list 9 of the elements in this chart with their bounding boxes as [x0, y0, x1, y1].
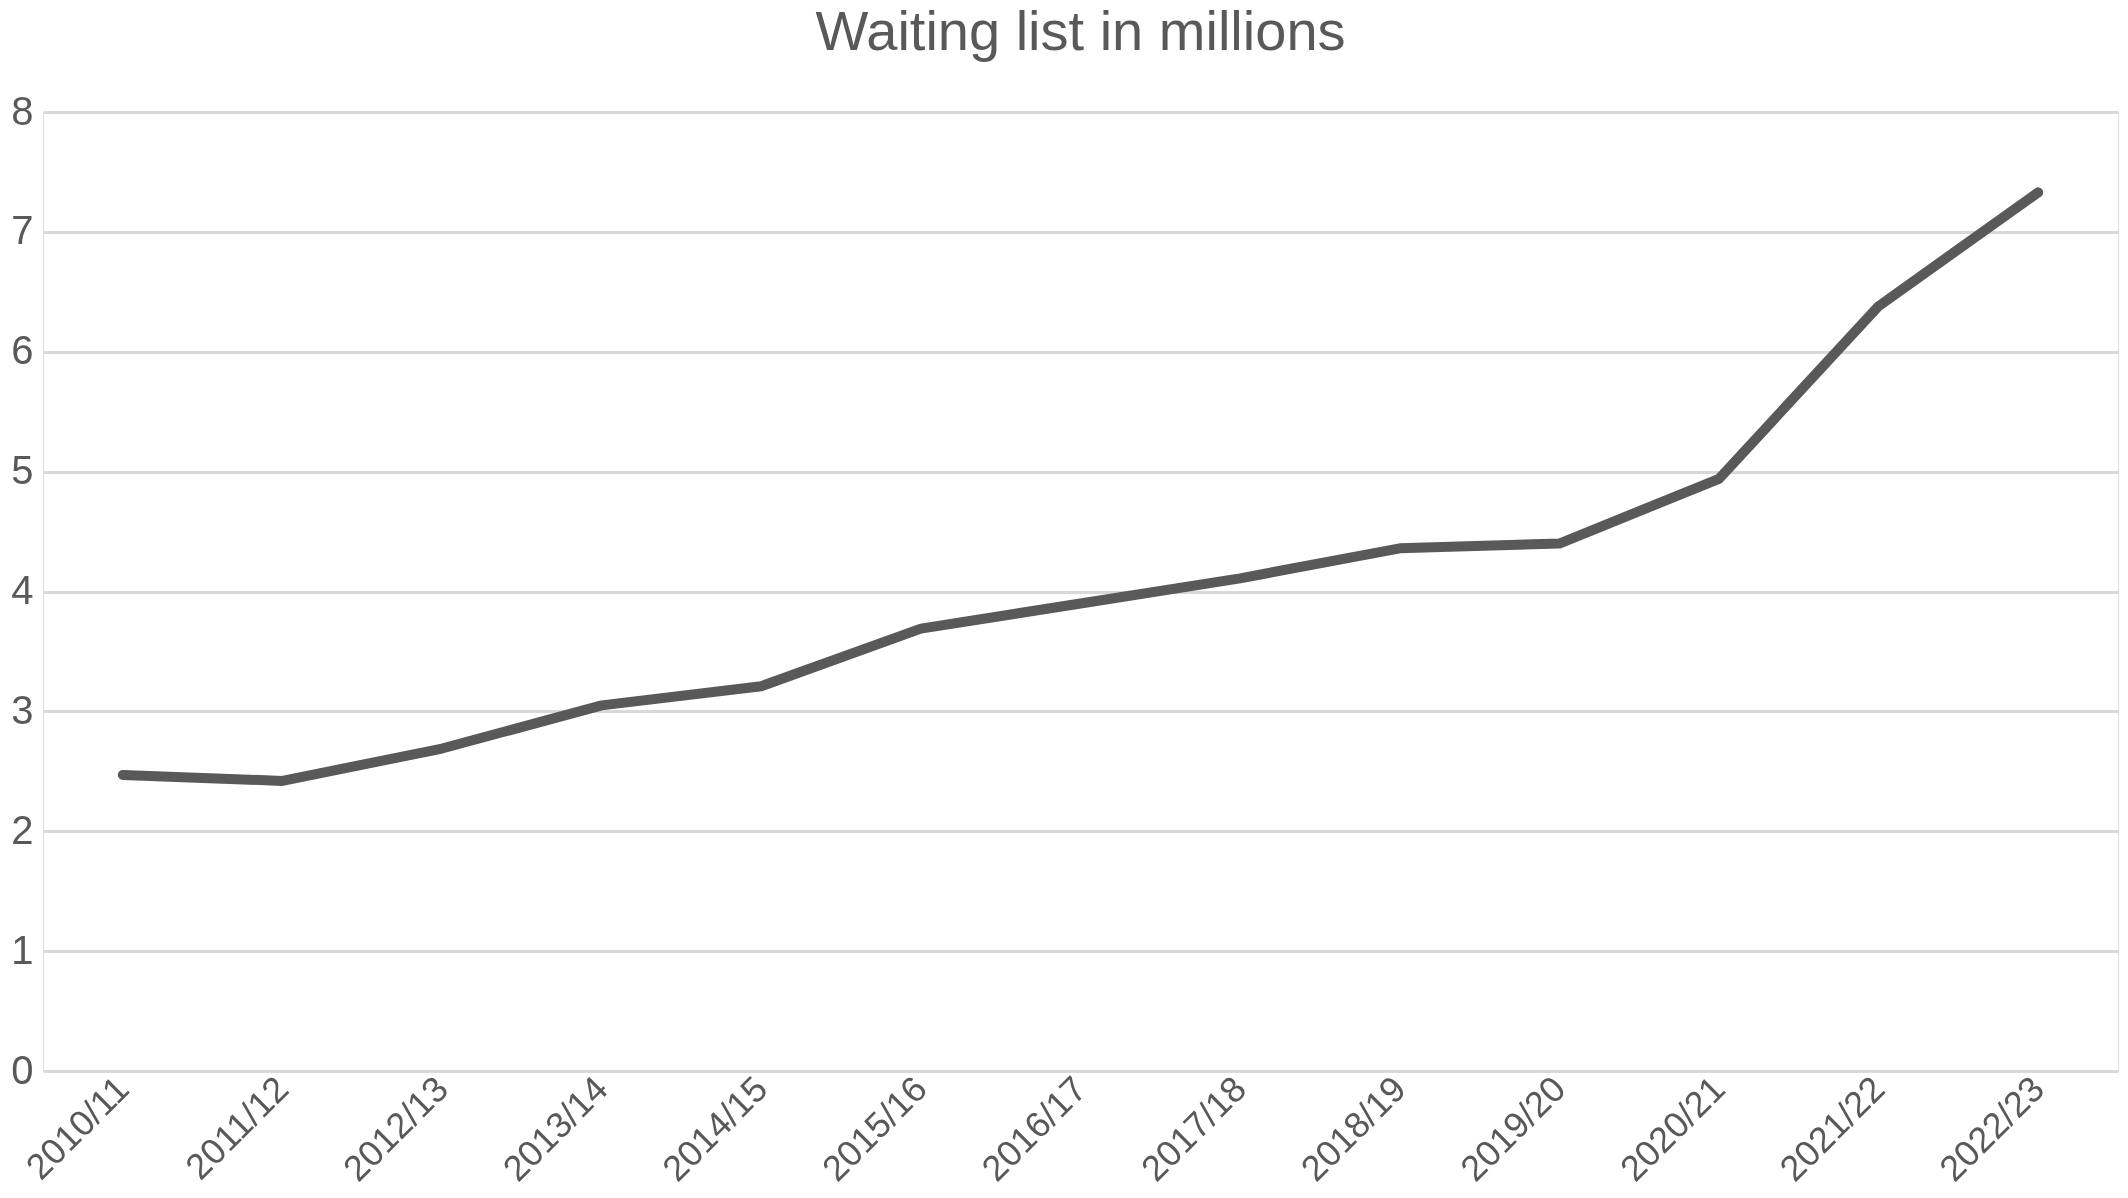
y-tick-label: 7: [11, 208, 34, 253]
y-tick-label: 5: [11, 448, 34, 493]
y-tick-label: 3: [11, 687, 34, 732]
y-tick-label: 2: [11, 807, 34, 852]
chart-title: Waiting list in millions: [815, 0, 1346, 62]
y-tick-label: 4: [11, 568, 34, 612]
y-tick-label: 8: [11, 88, 34, 133]
y-tick-label: 1: [11, 927, 34, 972]
y-tick-label: 6: [11, 328, 34, 373]
